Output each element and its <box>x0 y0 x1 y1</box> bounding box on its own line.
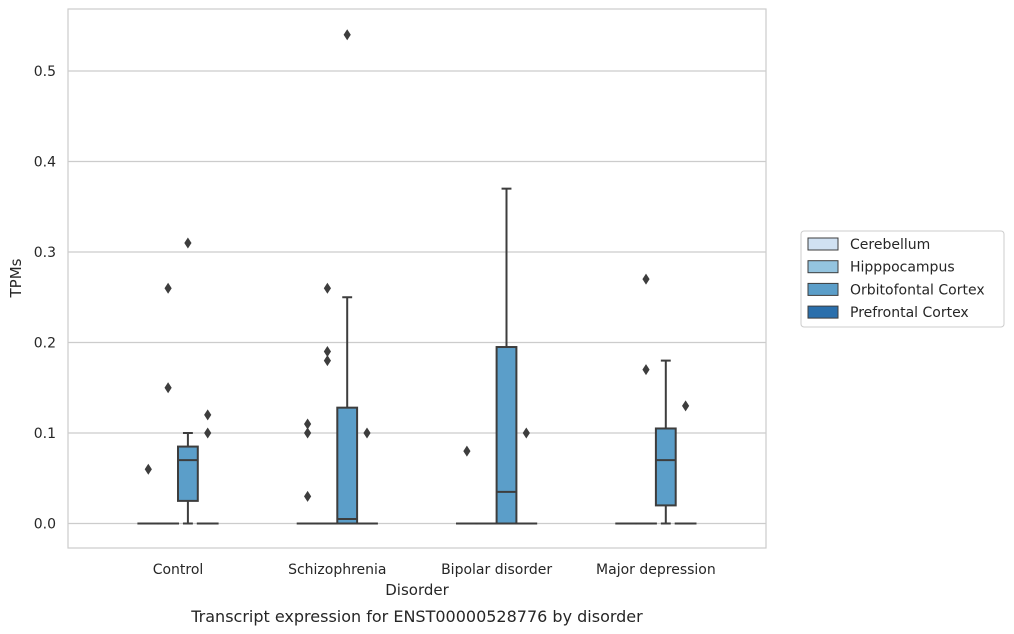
box-group <box>196 409 219 525</box>
outlier-point <box>304 418 312 430</box>
outlier-point <box>164 382 172 394</box>
boxes <box>137 29 697 525</box>
y-tick-label: 0.0 <box>34 517 56 533</box>
x-tick-label: Bipolar disorder <box>441 562 552 578</box>
x-tick-label: Schizophrenia <box>288 562 386 578</box>
legend-swatch <box>807 282 839 296</box>
y-tick-label: 0.3 <box>34 245 56 261</box>
outlier-point <box>642 273 650 285</box>
box-group <box>635 273 657 525</box>
x-tick-label: Control <box>153 562 204 578</box>
outlier-point <box>144 463 152 475</box>
chart-caption: Transcript expression for ENST0000052877… <box>190 607 643 626</box>
y-axis-title: TPMs <box>7 258 25 298</box>
box <box>495 346 518 525</box>
outlier-point <box>323 346 331 358</box>
legend-swatch <box>807 305 839 319</box>
outlier-point <box>204 409 212 421</box>
legend-label: Cerebellum <box>850 237 930 253</box>
box-group <box>356 427 378 525</box>
legend-swatch <box>807 237 839 251</box>
y-tick-label: 0.1 <box>34 426 56 442</box>
x-axis-ticks: Control Schizophrenia Bipolar disorder Majo… <box>153 562 716 578</box>
box <box>654 427 677 507</box>
box-group <box>157 282 179 525</box>
y-tick-label: 0.2 <box>34 336 56 352</box>
outlier-point <box>522 427 530 439</box>
box-group <box>177 237 199 525</box>
box-group <box>654 359 677 525</box>
legend-swatch <box>807 260 839 274</box>
legend: Cerebellum Hipppocampus Orbitofontal Corte… <box>800 230 1005 328</box>
box <box>177 445 199 502</box>
box-group <box>336 29 359 525</box>
legend-frame <box>800 230 1005 328</box>
legend-label: Orbitofontal Cortex <box>850 282 985 298</box>
outlier-point <box>323 355 331 367</box>
outlier-point <box>164 282 172 294</box>
outlier-point <box>463 445 471 457</box>
x-axis-title: Disorder <box>385 581 449 599</box>
legend-label: Prefrontal Cortex <box>850 305 969 321</box>
y-tick-label: 0.4 <box>34 155 56 171</box>
y-axis-ticks: 0.0 0.1 0.2 0.3 0.4 0.5 <box>34 64 56 533</box>
outlier-point <box>323 282 331 294</box>
outlier-point <box>343 29 351 41</box>
box-group <box>495 187 518 525</box>
outlier-point <box>682 400 690 412</box>
legend-label: Hipppocampus <box>850 260 955 276</box>
outlier-point <box>204 427 212 439</box>
box <box>336 406 359 525</box>
box-group <box>674 400 697 525</box>
x-tick-label: Major depression <box>596 562 716 578</box>
box-group <box>515 427 538 525</box>
outlier-point <box>642 364 650 376</box>
y-tick-label: 0.5 <box>34 64 56 80</box>
outlier-point <box>304 427 312 439</box>
outlier-point <box>184 237 192 249</box>
outlier-point <box>304 490 312 502</box>
outlier-point <box>363 427 371 439</box>
